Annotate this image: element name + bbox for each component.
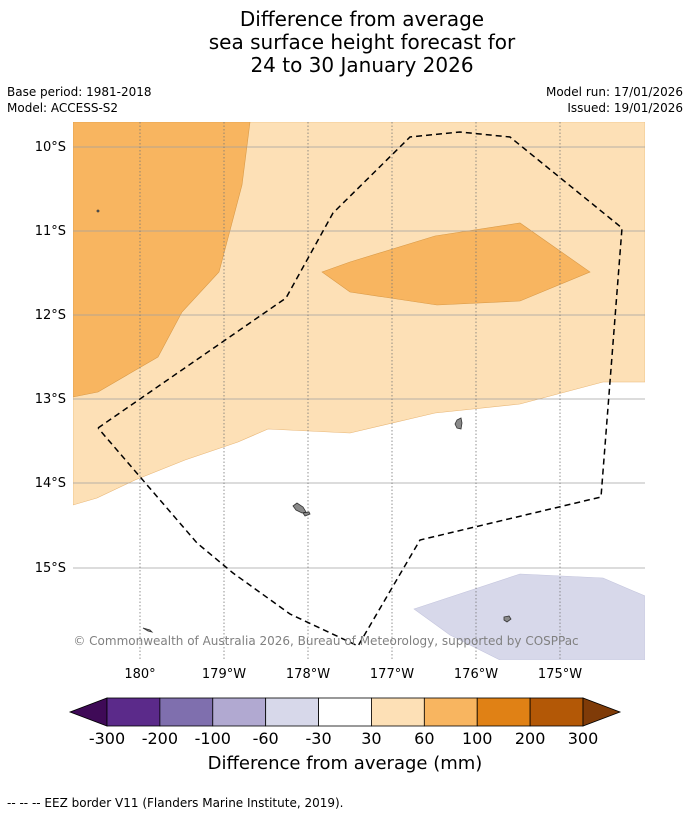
island-totoya — [292, 502, 307, 514]
colorbar-label: Difference from average (mm) — [207, 753, 483, 774]
lat-label-12s: 12°S — [35, 308, 66, 323]
lon-label-177w: 177°W — [370, 667, 414, 682]
base-period: Base period: 1981-2018 — [7, 85, 152, 99]
eez-legend-footnote: -- -- -- EEZ border V11 (Flanders Marine… — [7, 796, 344, 810]
colorbar-tick-label: 100 — [462, 729, 493, 748]
colorbar-tick-label: -200 — [142, 729, 178, 748]
colorbar-segment — [106, 697, 161, 727]
colorbar-tick-label: -60 — [253, 729, 279, 748]
anomaly-60-100-region-central — [321, 222, 591, 306]
lat-label-13s: 13°S — [35, 392, 66, 407]
colorbar-extend-high — [582, 697, 622, 727]
lon-label-178w: 178°W — [286, 667, 330, 682]
colorbar-segment — [212, 697, 267, 727]
colorbar-segment — [529, 697, 584, 727]
colorbar-tick-label: -100 — [195, 729, 231, 748]
island-matuku — [302, 511, 311, 517]
colorbar-tick-label: 60 — [414, 729, 434, 748]
longitude-gridlines — [139, 122, 561, 660]
latitude-gridlines — [73, 146, 645, 569]
islands — [96, 209, 512, 633]
colorbar-tick-label: -30 — [305, 729, 331, 748]
colorbar-segment — [423, 697, 478, 727]
longitude-labels: 180° 179°W 178°W 177°W 176°W 175°W — [124, 667, 582, 682]
colorbar-segment — [371, 697, 425, 727]
lat-label-14s: 14°S — [35, 476, 66, 491]
colorbar-tick-label: 200 — [515, 729, 546, 748]
latitude-labels: 10°S 11°S 12°S 13°S 14°S 15°S — [35, 140, 66, 576]
model-name: Model: ACCESS-S2 — [7, 101, 119, 115]
island-ono-ilau — [503, 615, 512, 623]
island-small-south — [142, 627, 154, 633]
map-plot-area — [73, 122, 645, 660]
anomaly-minus-30-60-region — [413, 573, 645, 660]
lat-label-11s: 11°S — [35, 224, 66, 239]
meta-right: Model run: 17/01/2026 Issued: 19/01/2026 — [546, 84, 683, 116]
colorbar-tick-label: -300 — [89, 729, 125, 748]
colorbar-segment — [318, 697, 372, 727]
lat-label-10s: 10°S — [35, 140, 66, 155]
title-line-3: 24 to 30 January 2026 — [250, 53, 474, 77]
copyright-text: © Commonwealth of Australia 2026, Bureau… — [73, 634, 578, 648]
meta-left: Base period: 1981-2018 Model: ACCESS-S2 — [7, 84, 152, 116]
colorbar-tick-label: 300 — [568, 729, 599, 748]
colorbar-segment — [265, 697, 319, 727]
colorbar-extend-low — [68, 697, 108, 727]
model-run: Model run: 17/01/2026 — [545, 85, 683, 99]
lon-label-175w: 175°W — [538, 667, 582, 682]
anomaly-60-100-region-west — [73, 122, 251, 398]
eez-border — [97, 131, 623, 647]
title-line-1: Difference from average — [239, 7, 485, 31]
lat-label-15s: 15°S — [35, 561, 66, 576]
colorbar-segment — [159, 697, 214, 727]
lon-label-176w: 176°W — [454, 667, 498, 682]
lon-label-180: 180° — [124, 667, 155, 682]
island-small-north — [96, 209, 100, 213]
island-lakeba — [454, 417, 463, 430]
title-line-2: sea surface height forecast for — [208, 30, 516, 54]
colorbar: -300 -200 -100 -60 -30 30 60 100 200 300 — [68, 697, 622, 748]
map-title: Difference from average sea surface heig… — [0, 8, 690, 77]
colorbar-segment — [476, 697, 531, 727]
lon-label-179w: 179°W — [202, 667, 246, 682]
issued-date: Issued: 19/01/2026 — [567, 101, 683, 115]
colorbar-tick-label: 30 — [361, 729, 381, 748]
